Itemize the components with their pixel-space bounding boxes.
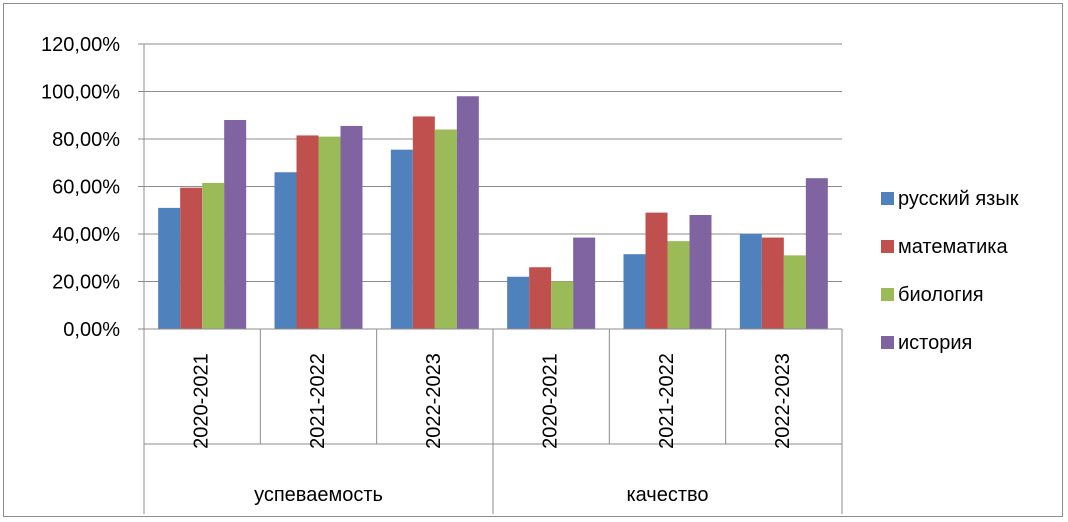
legend-label: русский язык: [898, 188, 1019, 210]
legend-swatch: [881, 336, 894, 349]
bar: [761, 237, 784, 329]
bar: [783, 255, 806, 329]
x-category-label: 2020-2021: [539, 353, 561, 449]
x-category-label: 2022-2023: [423, 353, 445, 449]
bar: [180, 187, 203, 329]
y-tick-label: 0,00%: [63, 319, 120, 341]
bar-chart: 0,00% 20,00% 40,00% 60,00% 80,00% 100,00% 120,…: [41, 34, 1019, 514]
y-tick-label: 80,00%: [52, 129, 120, 151]
y-tick-label: 20,00%: [52, 272, 120, 294]
bar: [412, 116, 435, 329]
legend-label: история: [898, 332, 972, 354]
legend-swatch: [881, 192, 894, 205]
gridlines: [144, 43, 842, 330]
legend-label: математика: [898, 236, 1008, 258]
x-category-label: 2022-2023: [772, 353, 794, 449]
bar: [274, 172, 297, 329]
y-tick-label: 40,00%: [52, 224, 120, 246]
x-category-label: 2021-2022: [307, 353, 329, 449]
bar: [623, 254, 646, 329]
bar: [456, 96, 479, 329]
legend-label: биология: [898, 284, 984, 306]
bar: [805, 178, 828, 329]
bar: [551, 281, 574, 329]
legend-swatch: [881, 288, 894, 301]
x-group-label: успеваемость: [254, 484, 383, 506]
bar: [296, 135, 319, 329]
bar: [689, 215, 712, 329]
axes: 0,00% 20,00% 40,00% 60,00% 80,00% 100,00% 120,…: [41, 34, 843, 514]
bar: [645, 212, 668, 329]
bar: [529, 267, 552, 329]
bar: [340, 125, 363, 329]
x-category-label: 2021-2022: [656, 353, 678, 449]
x-group-label: качество: [626, 484, 708, 506]
legend: русский язык математика биология история: [881, 188, 1019, 354]
bars: [158, 96, 828, 329]
bar: [739, 234, 762, 329]
y-tick-label: 100,00%: [41, 82, 120, 104]
bar: [202, 182, 225, 329]
bar: [434, 129, 457, 329]
y-tick-label: 60,00%: [52, 177, 120, 199]
bar: [667, 241, 690, 329]
bar: [573, 237, 596, 329]
x-category-label: 2020-2021: [190, 353, 212, 449]
bar: [318, 136, 341, 329]
chart-frame: 0,00% 20,00% 40,00% 60,00% 80,00% 100,00% 120,…: [3, 3, 1063, 517]
bar: [158, 207, 181, 329]
bar: [390, 149, 413, 329]
legend-swatch: [881, 240, 894, 253]
bar: [507, 276, 530, 329]
bar: [224, 120, 247, 329]
y-tick-label: 120,00%: [41, 34, 120, 56]
